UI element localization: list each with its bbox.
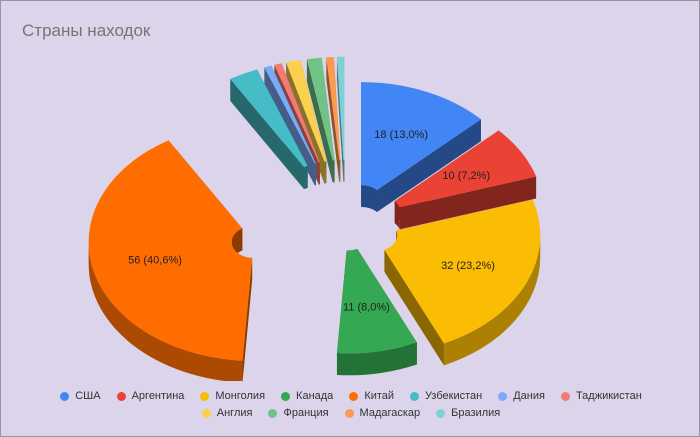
chart-legend: США Аргентина Монголия Канада Китай Узбекиста… — [21, 390, 681, 419]
legend-item-8: Англия — [201, 407, 253, 419]
slice-8-inner-wall-1 — [324, 161, 327, 184]
slice-8-top — [286, 60, 327, 162]
slice-11-inner-wall-1 — [343, 159, 345, 182]
slice-6-top — [264, 65, 316, 164]
legend-swatch-11 — [436, 408, 446, 418]
pie-slice-2 — [384, 199, 541, 366]
legend-item-3: Канада — [281, 390, 333, 402]
slice-2-top — [384, 199, 541, 344]
slice-4-outer-wall — [88, 242, 243, 381]
slice-1-top — [394, 130, 537, 208]
data-label-0: 18 (13,0%) — [374, 129, 428, 141]
legend-swatch-0 — [60, 391, 70, 401]
slice-3-top — [336, 248, 417, 354]
slice-3-outer-wall — [336, 342, 417, 376]
slice-0-top — [361, 82, 481, 190]
slice-4-side — [242, 257, 253, 381]
pie-slice-3 — [336, 248, 417, 376]
slice-1-side — [399, 176, 537, 230]
legend-swatch-10 — [344, 408, 354, 418]
slice-11-side — [336, 56, 344, 182]
legend-label-3: Канада — [296, 390, 334, 402]
legend-label-5: Узбекистан — [425, 390, 483, 402]
legend-label-4: Китай — [364, 390, 395, 402]
legend-item-2: Монголия — [200, 390, 265, 402]
legend-swatch-3 — [281, 391, 291, 401]
chart-title: Страны находок — [22, 21, 151, 40]
legend-label-0: США — [75, 390, 101, 402]
legend-swatch-5 — [410, 391, 420, 401]
pie-slice-11 — [336, 56, 345, 182]
data-label-3: 11 (8,0%) — [343, 301, 390, 313]
slice-9-inner-wall-1 — [332, 160, 335, 183]
pie-slice-1 — [394, 130, 537, 230]
slice-10-side — [326, 57, 340, 182]
slice-9-top — [306, 57, 335, 161]
slice-0-inner-wall-0 — [361, 185, 378, 212]
legend-label-6: Дания — [513, 390, 545, 402]
legend-label-1: Аргентина — [131, 390, 185, 402]
pie-slice-4 — [88, 140, 253, 381]
slice-5-inner-wall-1 — [304, 165, 308, 190]
pie-slice-0 — [361, 82, 481, 212]
data-label-4: 56 (40,6%) — [128, 254, 182, 266]
legend-label-2: Монголия — [215, 390, 266, 402]
pie-slice-9 — [306, 57, 335, 183]
slice-11-top — [336, 56, 345, 160]
legend-swatch-6 — [498, 391, 508, 401]
legend-label-11: Бразилия — [451, 407, 501, 419]
legend-label-10: Мадагаскар — [359, 407, 421, 419]
slice-4-top — [88, 140, 253, 361]
legend-item-5: Узбекистан — [410, 390, 482, 402]
legend-swatch-4 — [349, 391, 359, 401]
legend-item-1: Аргентина — [116, 390, 185, 402]
slice-5-side — [230, 78, 305, 190]
legend-item-4: Китай — [349, 390, 394, 402]
legend-item-0: США — [60, 390, 101, 402]
slice-0-side — [377, 119, 481, 212]
legend-swatch-1 — [116, 391, 126, 401]
legend-item-11: Бразилия — [436, 407, 500, 419]
legend-swatch-9 — [268, 408, 278, 418]
slice-1-inner-wall-0 — [394, 201, 400, 230]
legend-item-10: Мадагаскар — [344, 407, 421, 419]
legend-swatch-8 — [201, 408, 211, 418]
slice-5-top — [230, 69, 308, 168]
pie-slice-5 — [230, 69, 308, 190]
pie-chart: 18 (13,0%) 10 (7,2%) 32 (23,2%) 11 (8,0%) 56… — [88, 56, 541, 381]
data-label-1: 10 (7,2%) — [442, 170, 490, 182]
slice-7-top — [274, 63, 320, 163]
slice-10-inner-wall-1 — [339, 159, 341, 182]
slice-9-side — [306, 59, 333, 183]
slice-7-inner-wall-1 — [318, 162, 320, 185]
data-label-2: 32 (23,2%) — [441, 260, 495, 272]
pie-slice-10 — [326, 57, 341, 182]
legend-swatch-2 — [200, 391, 210, 401]
slice-2-side — [384, 249, 444, 366]
legend-item-7: Таджикистан — [560, 390, 642, 402]
legend-item-9: Франция — [268, 407, 329, 419]
legend-label-9: Франция — [283, 407, 329, 419]
legend-label-8: Англия — [216, 407, 253, 419]
slice-2-outer-wall — [443, 235, 541, 366]
slice-6-inner-wall-1 — [314, 163, 316, 186]
legend-label-7: Таджикистан — [575, 390, 642, 402]
slice-10-top — [326, 57, 341, 160]
legend-swatch-7 — [560, 391, 570, 401]
legend-item-6: Дания — [498, 390, 545, 402]
